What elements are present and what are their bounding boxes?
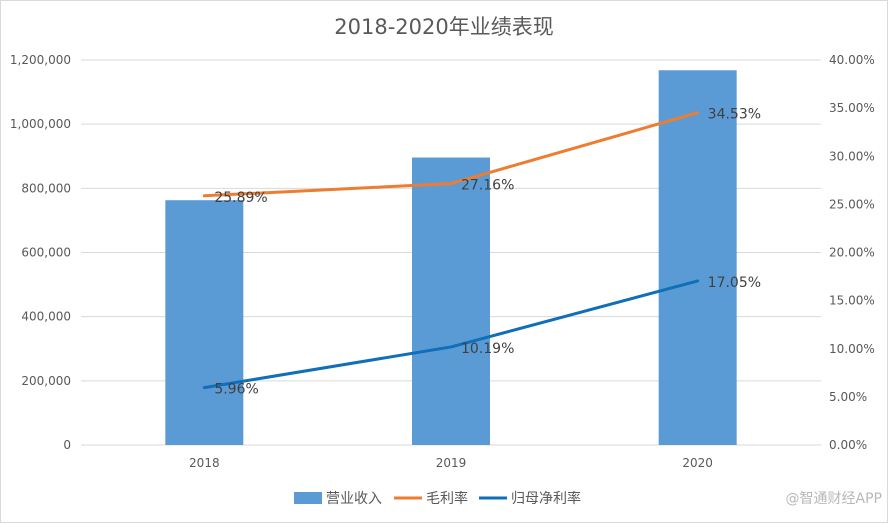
left-axis-tick-label: 1,200,000 [10,53,71,67]
x-axis-tick-label: 2019 [436,456,467,470]
right-axis-tick-label: 15.00% [829,294,875,308]
series-line-1 [202,111,700,198]
data-labels-layer: 25.89% 27.16% 34.53% 5.96% 10.19% 17.05% [214,107,761,398]
data-label: 27.16% [461,178,514,194]
right-axis-tick-label: 40.00% [829,53,875,67]
left-axis: 0 200,000 400,000 600,000 800,000 1,000,000 1,… [10,53,71,452]
bar-2018 [165,200,244,445]
series-line-2 [202,279,700,390]
left-axis-tick-label: 800,000 [21,181,71,195]
left-axis-tick-label: 200,000 [21,374,71,388]
left-axis-tick-label: 1,000,000 [10,117,71,131]
right-axis-tick-label: 35.00% [829,101,875,115]
right-axis-tick-label: 0.00% [829,438,867,452]
legend-label: 营业收入 [326,491,382,507]
left-axis-tick-label: 400,000 [21,310,71,324]
bars-layer [165,70,737,446]
watermark-text: @智通财经APP [786,491,882,507]
data-label: 25.89% [214,190,267,206]
data-label: 5.96% [214,382,258,398]
legend-swatch-bar [294,492,322,504]
right-axis-tick-label: 20.00% [829,246,875,260]
bar-2020 [658,70,737,446]
legend-label: 归母净利率 [511,490,581,507]
chart-title: 2018-2020年业绩表现 [334,15,553,39]
lines-layer [202,111,700,390]
right-axis: 0.00% 5.00% 10.00% 15.00% 20.00% 25.00% 30.00%… [829,53,875,452]
x-axis: 2018 2019 2020 [189,456,713,470]
data-label: 10.19% [461,341,514,357]
bar-2019 [412,157,490,446]
data-label: 34.53% [708,107,761,123]
right-axis-tick-label: 30.00% [829,149,875,163]
right-axis-tick-label: 25.00% [829,197,875,211]
right-axis-tick-label: 5.00% [829,390,867,404]
legend: 营业收入 毛利率 归母净利率 [294,490,581,507]
left-axis-tick-label: 600,000 [21,246,71,260]
legend-label: 毛利率 [426,490,468,507]
x-axis-tick-label: 2020 [682,456,713,470]
data-label: 17.05% [708,275,761,291]
left-axis-tick-label: 0 [63,438,71,452]
right-axis-tick-label: 10.00% [829,342,875,356]
x-axis-tick-label: 2018 [189,456,220,470]
